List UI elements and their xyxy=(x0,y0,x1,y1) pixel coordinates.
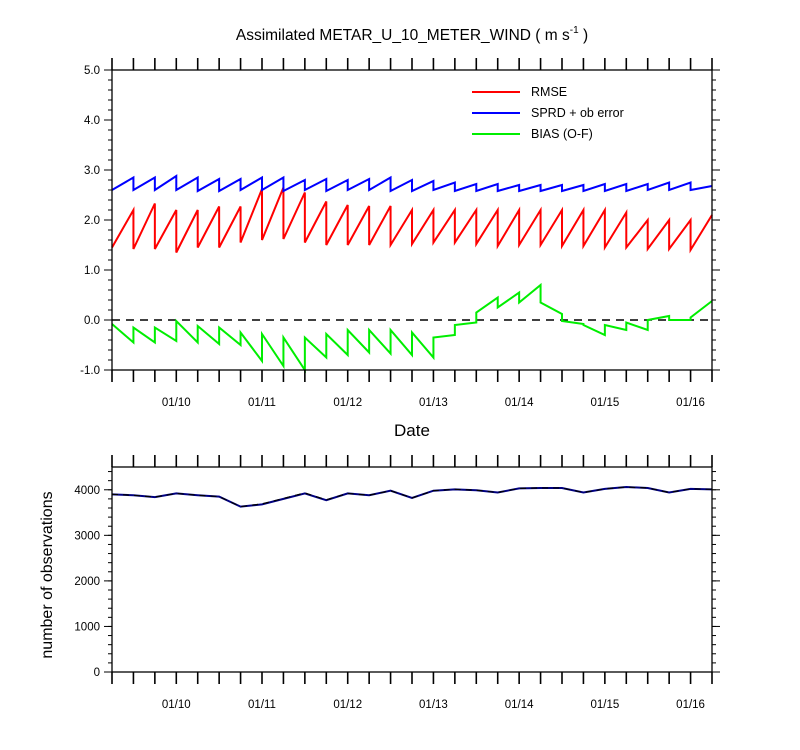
bottom-ticks-layer: 0 1000 2000 3000 4000 01/10 01/11 01/12 01/13 01/… xyxy=(74,455,720,711)
x-tick-label: 01/13 xyxy=(419,397,448,409)
x-tick-label: 01/11 xyxy=(248,699,276,711)
top-x-axis-label: Date xyxy=(394,421,430,440)
x-tick-label: 01/12 xyxy=(333,699,362,711)
y-tick-label: 1000 xyxy=(74,621,100,633)
y-tick-label: 0 xyxy=(94,667,100,679)
bottom-y-axis-label: number of observations xyxy=(39,491,56,658)
y-tick-label: -1.0 xyxy=(80,365,100,377)
y-tick-label: 3.0 xyxy=(84,165,100,177)
y-tick-label: 3000 xyxy=(74,530,100,542)
x-tick-label: 01/13 xyxy=(419,699,448,711)
y-tick-label: 2.0 xyxy=(84,215,100,227)
top-ticks-layer: -1.0 0.0 1.0 2.0 3.0 4.0 5.0 01/10 01/11 01/12 01/… xyxy=(80,58,720,409)
top-series-layer xyxy=(111,174,713,374)
bottom-chart: 0 1000 2000 3000 4000 01/10 01/11 01/12 01/13 01/… xyxy=(39,455,720,711)
x-tick-label: 01/15 xyxy=(590,699,619,711)
top-legend: RMSE SPRD + ob error BIAS (O-F) xyxy=(472,85,624,141)
series-line-bias-o-f xyxy=(111,282,713,374)
x-tick-label: 01/16 xyxy=(676,397,705,409)
series-line-observations-dashed xyxy=(111,486,713,508)
y-tick-label: 0.0 xyxy=(84,315,100,327)
x-tick-label: 01/10 xyxy=(162,397,191,409)
legend-label: SPRD + ob error xyxy=(531,106,624,120)
title-unit-sup: -1 xyxy=(570,25,579,36)
bottom-series-layer xyxy=(111,486,713,508)
x-tick-label: 01/14 xyxy=(505,699,534,711)
y-tick-label: 5.0 xyxy=(84,65,100,77)
legend-label: RMSE xyxy=(531,85,567,99)
x-tick-label: 01/16 xyxy=(676,699,705,711)
x-tick-label: 01/14 xyxy=(505,397,534,409)
x-tick-label: 01/10 xyxy=(162,699,191,711)
x-tick-label: 01/12 xyxy=(333,397,362,409)
title-text: Assimilated METAR_U_10_METER_WIND ( m s xyxy=(236,27,570,44)
x-tick-label: 01/11 xyxy=(248,397,276,409)
y-tick-label: 4.0 xyxy=(84,115,100,127)
series-line-observations xyxy=(111,486,713,508)
y-tick-label: 2000 xyxy=(74,576,100,588)
y-tick-label: 1.0 xyxy=(84,265,100,277)
legend-label: BIAS (O-F) xyxy=(531,127,593,141)
title-suffix: ) xyxy=(579,27,588,44)
series-line-sprd-ob-error xyxy=(111,174,713,193)
top-chart: Assimilated METAR_U_10_METER_WIND ( m s-… xyxy=(80,25,720,440)
y-tick-label: 4000 xyxy=(74,485,100,497)
x-tick-label: 01/15 xyxy=(590,397,619,409)
top-chart-title: Assimilated METAR_U_10_METER_WIND ( m s-… xyxy=(236,25,588,44)
series-line-rmse xyxy=(111,187,713,254)
